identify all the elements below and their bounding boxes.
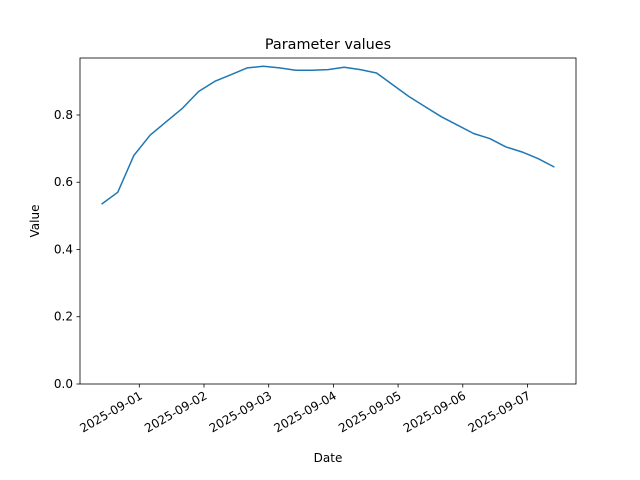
- data-line: [101, 65, 555, 205]
- y-tick-label: 0.0: [54, 377, 73, 391]
- y-tick-label: 0.4: [54, 242, 73, 256]
- chart-title: Parameter values: [265, 37, 391, 53]
- x-axis-label: Date: [314, 451, 343, 465]
- plot-frame: [79, 57, 577, 385]
- y-tick-label: 0.2: [54, 310, 73, 324]
- y-axis-label: Value: [28, 205, 42, 238]
- y-tick-label: 0.8: [54, 108, 73, 122]
- y-tick-label: 0.6: [54, 175, 73, 189]
